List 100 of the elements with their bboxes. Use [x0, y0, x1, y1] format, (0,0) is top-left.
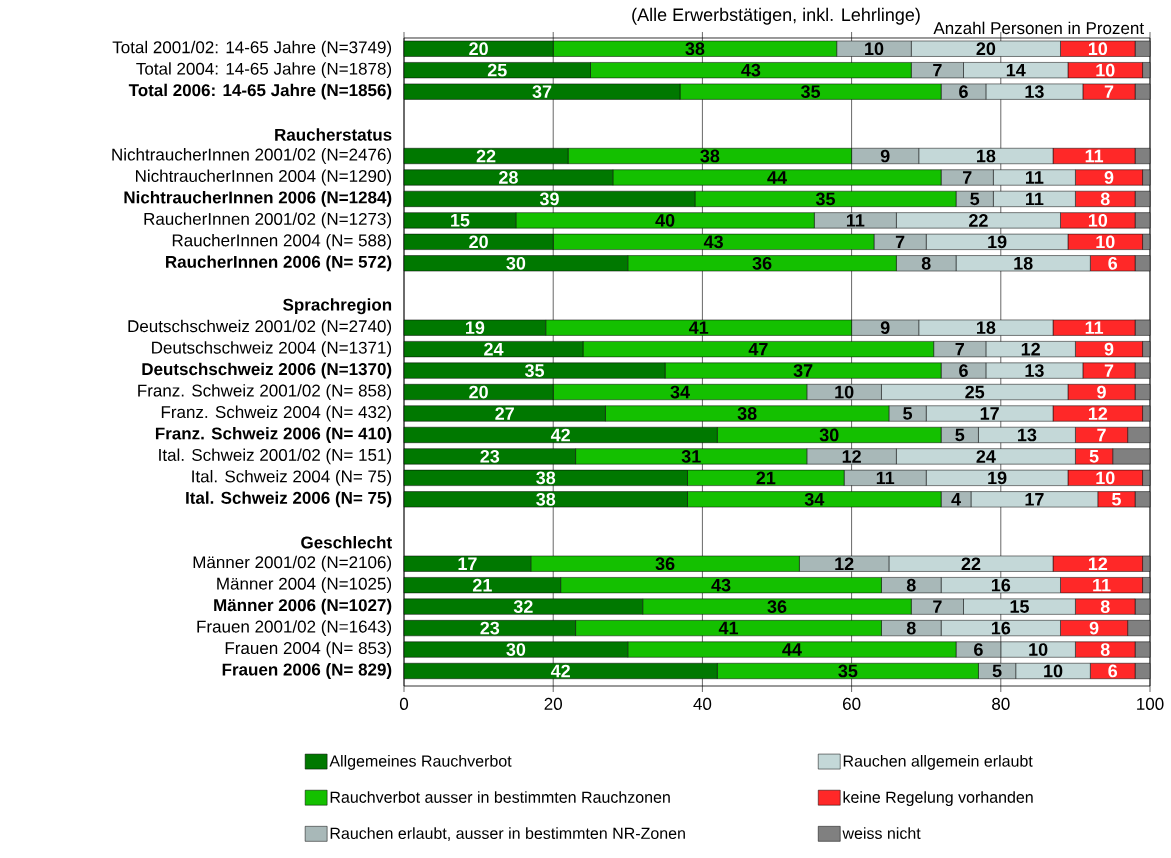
data-label: 11 — [1085, 321, 1104, 334]
data-label: 9 — [1089, 621, 1099, 635]
data-label: 21 — [756, 471, 776, 485]
data-label: 8 — [1100, 192, 1110, 206]
y-tick-label: Total 2006: 14-65 Jahre (N=1856) — [128, 83, 392, 100]
data-label: 12 — [1021, 342, 1040, 356]
data-label: 22 — [969, 214, 988, 227]
data-label: 11 — [876, 471, 895, 485]
data-label: 36 — [767, 600, 787, 613]
y-tick-label: Frauen 2001/02 (N=1643) — [197, 620, 392, 636]
y-tick-label: RaucherInnen 2006 (N= 572) — [166, 255, 392, 272]
data-label: 35 — [815, 192, 836, 206]
data-label: 10 — [1088, 214, 1108, 227]
data-label: 35 — [524, 364, 545, 377]
data-label: 6 — [1108, 256, 1118, 270]
y-tick-label: Geschlecht — [301, 536, 392, 549]
y-tick-label: NichtraucherInnen 2004 (N=1290) — [136, 169, 392, 186]
data-label: 30 — [506, 643, 526, 656]
legend-label: weiss nicht — [842, 827, 921, 840]
data-label: 35 — [800, 85, 821, 99]
data-label: 12 — [835, 557, 854, 570]
data-label: 12 — [1088, 407, 1108, 420]
y-tick-label: Sprachregion — [283, 298, 392, 315]
data-label: 9 — [1104, 171, 1114, 184]
data-label: 17 — [1025, 493, 1044, 506]
y-tick-label: Männer 2006 (N=1027) — [214, 598, 392, 615]
data-label: 9 — [880, 321, 890, 335]
data-label: 13 — [1025, 364, 1044, 377]
data-label: 38 — [685, 42, 705, 56]
data-label: 34 — [804, 492, 825, 506]
data-label: 44 — [767, 171, 787, 184]
data-label: 14 — [1006, 63, 1026, 77]
legend-label: Allgemeines Rauchverbot — [329, 755, 512, 770]
y-tick-label: Frauen 2006 (N= 829) — [222, 663, 392, 679]
data-label: 18 — [977, 321, 996, 335]
data-label: 8 — [921, 256, 931, 270]
x-tick-label: 20 — [544, 697, 562, 710]
data-label: 37 — [532, 85, 552, 99]
data-label: 36 — [655, 557, 675, 571]
y-tick-label: Franz. Schweiz 2004 (N= 432) — [161, 405, 392, 422]
data-label: 42 — [550, 664, 570, 678]
legend-label: keine Regelung vorhanden — [843, 791, 1033, 807]
data-label: 7 — [895, 235, 905, 249]
y-tick-label: Ital. Schweiz 2001/02 (N= 151) — [159, 448, 392, 465]
data-label: 42 — [550, 428, 570, 442]
data-label: 10 — [1096, 63, 1115, 77]
data-label: 13 — [1018, 428, 1037, 442]
data-label: 38 — [536, 471, 556, 485]
data-label: 20 — [469, 42, 488, 56]
data-label: 12 — [1088, 557, 1108, 570]
data-label: 11 — [1093, 578, 1111, 592]
data-label: 7 — [933, 600, 942, 613]
data-label: 15 — [451, 214, 470, 227]
data-label: 23 — [480, 450, 500, 463]
data-label: 37 — [793, 364, 813, 377]
y-tick-label: RaucherInnen 2001/02 (N=1273) — [144, 212, 392, 229]
data-label: 5 — [1089, 450, 1099, 463]
y-tick-label: Franz. Schweiz 2006 (N= 410) — [155, 427, 392, 443]
data-label: 10 — [865, 42, 884, 56]
data-label: 5 — [1111, 493, 1121, 506]
y-tick-label: Männer 2004 (N=1025) — [217, 577, 392, 594]
x-tick-label: 0 — [399, 697, 409, 710]
data-label: 6 — [974, 643, 983, 656]
y-tick-label: Deutschschweiz 2004 (N=1371) — [152, 341, 392, 358]
data-label: 25 — [965, 385, 985, 399]
data-label: 7 — [1097, 428, 1106, 442]
data-label: 24 — [976, 450, 996, 463]
data-label: 8 — [906, 621, 916, 635]
data-label: 22 — [961, 557, 981, 570]
data-label: 12 — [842, 450, 861, 463]
y-tick-label: Frauen 2004 (N= 853) — [225, 641, 392, 658]
data-label: 5 — [955, 428, 965, 442]
data-label: 25 — [487, 63, 507, 77]
data-label: 5 — [970, 192, 980, 206]
data-label: 21 — [472, 578, 492, 592]
data-label: 28 — [499, 171, 518, 184]
data-label: 4 — [951, 493, 961, 506]
data-label: 7 — [1104, 364, 1114, 377]
data-label: 7 — [955, 342, 964, 356]
data-label: 43 — [741, 63, 761, 77]
data-label: 16 — [991, 621, 1011, 635]
data-label: 47 — [748, 342, 768, 356]
data-label: 16 — [991, 578, 1011, 592]
data-label: 18 — [977, 149, 996, 163]
data-label: 38 — [536, 492, 556, 506]
data-label: 15 — [1010, 600, 1029, 613]
data-label: 9 — [880, 149, 890, 163]
data-label: 31 — [681, 450, 701, 463]
legend-label: Rauchen allgemein erlaubt — [843, 755, 1033, 770]
x-tick-label: 80 — [992, 697, 1010, 710]
data-label: 13 — [1025, 85, 1044, 99]
y-tick-label: Ital. Schweiz 2004 (N= 75) — [192, 469, 392, 486]
y-tick-label: Total 2004: 14-65 Jahre (N=1878) — [136, 62, 392, 79]
x-tick-label: 100 — [1137, 697, 1164, 710]
data-label: 17 — [458, 557, 477, 570]
y-tick-label: Männer 2001/02 (N=2106) — [193, 555, 392, 572]
data-label: 7 — [963, 171, 972, 184]
data-label: 32 — [513, 600, 533, 613]
data-label: 19 — [988, 235, 1007, 249]
data-label: 11 — [846, 214, 865, 227]
